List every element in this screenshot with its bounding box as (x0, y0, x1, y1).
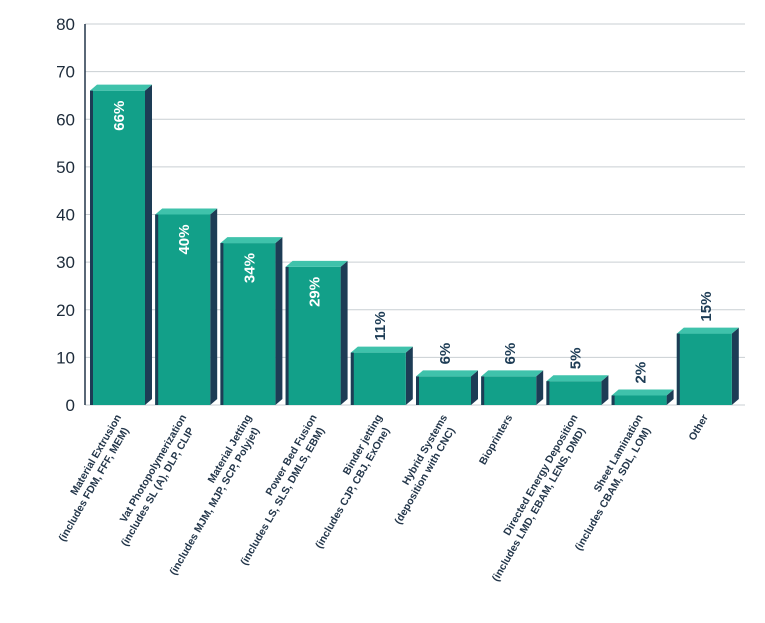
bar-top (90, 84, 152, 91)
bar-top (481, 370, 544, 377)
category-label-line: Directed Energy Deposition (501, 413, 580, 538)
bar (481, 370, 544, 405)
data-label: 6% (502, 343, 519, 365)
y-tick-label: 50 (56, 158, 75, 177)
category-label-line: (includes CJP, CBJ, ExOne) (313, 425, 392, 550)
bar-top (416, 370, 478, 377)
bar-front (546, 381, 602, 405)
category-labels: Material Extrusion(includes FDM, FFF, ME… (45, 412, 710, 583)
bar-top (350, 346, 413, 353)
category-label-line: (includes LMD, EBAM, LENS, DMD) (490, 425, 588, 583)
bar-side (731, 327, 739, 405)
category-label: Hybrid Systems(deposition with CNC) (381, 412, 461, 526)
data-label: 11% (372, 311, 389, 340)
y-tick-label: 30 (56, 253, 75, 272)
category-label-line: Bioprinters (477, 412, 515, 467)
category-label-line: (includes FDM, FFF, MEM) (56, 425, 131, 543)
bar (611, 389, 674, 405)
bar-edge (481, 376, 485, 405)
bar-edge (611, 395, 615, 405)
bar-edge (350, 352, 354, 405)
bar-front (611, 395, 667, 405)
bar-side (145, 84, 152, 406)
data-label: 34% (241, 253, 258, 283)
y-axis-ticks: 0 10 20 30 40 50 60 70 80 (56, 15, 75, 415)
bar-side (666, 389, 674, 405)
bar-top (611, 389, 674, 396)
bar-side (405, 346, 413, 405)
data-label: 40% (176, 225, 193, 255)
bar-edge (155, 214, 159, 405)
category-label: Material Extrusion(includes FDM, FFF, ME… (45, 413, 135, 544)
bar-front (285, 266, 341, 405)
bar (220, 237, 283, 405)
bar (546, 375, 609, 405)
bar-front (90, 90, 145, 406)
data-label: 29% (307, 277, 324, 307)
data-label: 6% (437, 343, 454, 365)
y-tick-label: 10 (56, 348, 75, 367)
data-label: 5% (567, 348, 584, 370)
data-label: 66% (111, 101, 128, 131)
bar-front (676, 333, 732, 405)
bar-edge (676, 333, 680, 405)
data-label: 2% (633, 362, 650, 384)
category-label: Bioprinters (477, 412, 515, 467)
bar-edge (416, 376, 419, 405)
bar-front (416, 376, 471, 405)
bar (676, 327, 739, 405)
category-label-line: (includes CBAM, SDL, LOM) (573, 425, 653, 552)
category-label-line: Other (686, 413, 710, 443)
bar-front (220, 243, 276, 405)
bar-side (536, 370, 544, 405)
y-tick-label: 60 (56, 110, 75, 129)
bar-top (155, 208, 218, 215)
bar (416, 370, 478, 405)
bar-edge (285, 266, 289, 405)
category-label-line: Vat Photopolymerization (118, 413, 190, 525)
y-tick-label: 80 (56, 15, 75, 34)
bar-side (340, 260, 348, 405)
bar-side (275, 237, 283, 405)
bar (285, 260, 348, 405)
bars (90, 84, 739, 406)
bar-side (601, 375, 609, 405)
bar-side (471, 370, 478, 405)
y-tick-label: 0 (66, 396, 75, 415)
bar (90, 84, 152, 406)
data-labels: 66% 40% 34% 29% 11% 6% 6% 5% 2% 15% (111, 101, 715, 384)
bar-side (210, 208, 218, 405)
bar (350, 346, 413, 405)
data-label: 15% (698, 292, 715, 322)
y-tick-label: 40 (56, 206, 75, 225)
y-tick-label: 70 (56, 63, 75, 82)
bar-front (350, 352, 406, 405)
y-tick-label: 20 (56, 301, 75, 320)
bar-front (155, 214, 211, 405)
category-label: Other (686, 413, 710, 443)
bar-top (546, 375, 609, 382)
bar-edge (220, 243, 224, 405)
bar-top (220, 237, 283, 244)
bar-front (481, 376, 537, 405)
bar (155, 208, 218, 405)
category-label-line: (includes SL (A), DLP, CLIP (119, 425, 197, 548)
bar-top (285, 260, 348, 267)
bar-top (676, 327, 739, 334)
bar-edge (90, 90, 93, 406)
bar-edge (546, 381, 550, 405)
